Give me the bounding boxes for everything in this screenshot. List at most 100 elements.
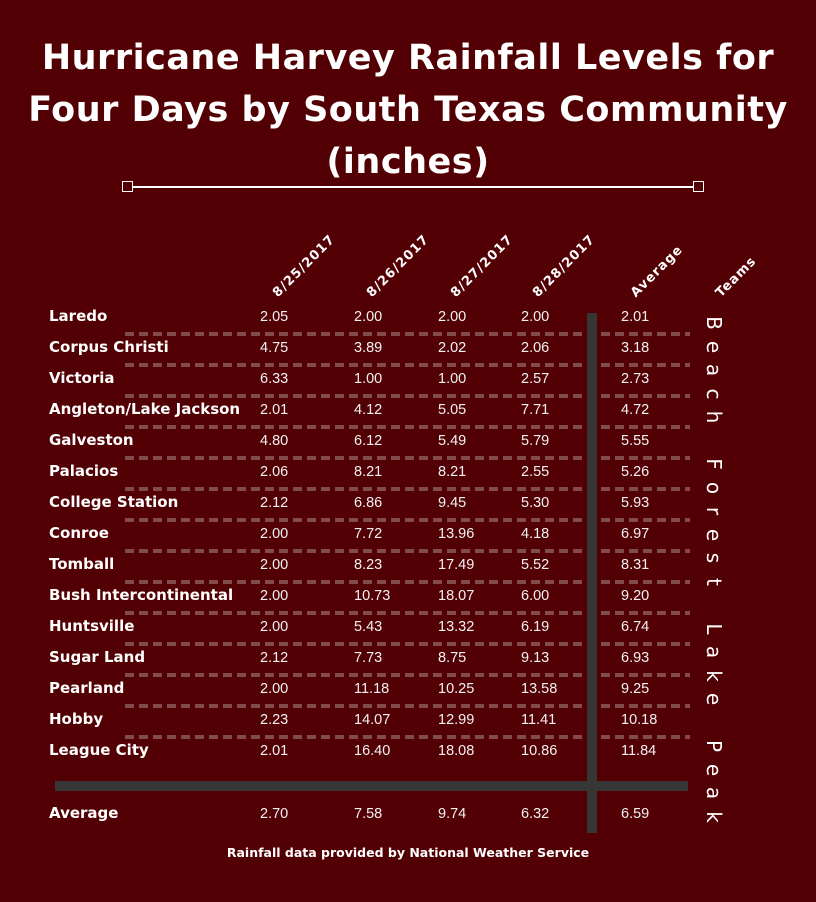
average-cell: 9.74 bbox=[438, 806, 467, 822]
table-cell: 2.00 bbox=[260, 619, 289, 635]
table-cell: 2.12 bbox=[260, 650, 289, 666]
team-letter: P bbox=[702, 739, 726, 753]
table-cell: 13.58 bbox=[521, 681, 558, 697]
average-row-separator bbox=[55, 781, 688, 791]
row-label: Hobby bbox=[49, 710, 104, 728]
table-cell: 4.12 bbox=[354, 402, 383, 418]
row-separator-dots bbox=[125, 642, 690, 646]
team-letter: t bbox=[702, 577, 726, 586]
row-average-cell: 9.20 bbox=[621, 588, 650, 604]
table-cell: 7.73 bbox=[354, 650, 383, 666]
row-separator-dots bbox=[125, 549, 690, 553]
row-label: League City bbox=[49, 741, 149, 759]
table-cell: 6.33 bbox=[260, 371, 289, 387]
average-cell: 2.70 bbox=[260, 806, 289, 822]
table-cell: 5.79 bbox=[521, 433, 550, 449]
table-cell: 2.06 bbox=[521, 340, 550, 356]
row-average-cell: 6.97 bbox=[621, 526, 650, 542]
team-letter: o bbox=[702, 481, 726, 494]
column-header: 8/26/2017 bbox=[364, 232, 433, 301]
table-cell: 16.40 bbox=[354, 743, 391, 759]
source-note: Rainfall data provided by National Weath… bbox=[226, 845, 590, 860]
table-cell: 18.07 bbox=[438, 588, 475, 604]
table-cell: 12.99 bbox=[438, 712, 475, 728]
row-separator-dots bbox=[125, 518, 690, 522]
column-header: Teams bbox=[713, 253, 760, 301]
team-letter: r bbox=[702, 506, 726, 516]
table-cell: 2.00 bbox=[260, 588, 289, 604]
row-label: Laredo bbox=[49, 307, 108, 325]
team-letter: F bbox=[702, 458, 726, 470]
row-separator-dots bbox=[125, 487, 690, 491]
row-separator-dots bbox=[125, 394, 690, 398]
row-label: Pearland bbox=[49, 679, 125, 697]
row-separator-dots bbox=[125, 673, 690, 677]
table-cell: 10.86 bbox=[521, 743, 558, 759]
table-cell: 6.86 bbox=[354, 495, 383, 511]
column-header: 8/28/2017 bbox=[530, 232, 599, 301]
table-cell: 4.80 bbox=[260, 433, 289, 449]
table-cell: 13.32 bbox=[438, 619, 475, 635]
row-separator-dots bbox=[125, 735, 690, 739]
team-letter: B bbox=[702, 316, 726, 330]
row-separator-dots bbox=[125, 704, 690, 708]
table-cell: 8.23 bbox=[354, 557, 383, 573]
column-header: Average bbox=[628, 242, 687, 301]
row-separator-dots bbox=[125, 580, 690, 584]
row-label: Bush Intercontinental bbox=[49, 586, 234, 604]
table-cell: 2.00 bbox=[260, 557, 289, 573]
row-average-cell: 2.73 bbox=[621, 371, 650, 387]
team-letter: k bbox=[702, 669, 726, 682]
row-separator-dots bbox=[125, 611, 690, 615]
row-average-cell: 3.18 bbox=[621, 340, 650, 356]
table-cell: 11.18 bbox=[354, 681, 390, 697]
table-cell: 2.00 bbox=[438, 309, 467, 325]
average-row-label: Average bbox=[49, 804, 119, 822]
team-letter: h bbox=[702, 410, 726, 424]
table-cell: 14.07 bbox=[354, 712, 391, 728]
table-cell: 7.72 bbox=[354, 526, 383, 542]
row-average-cell: 5.93 bbox=[621, 495, 650, 511]
row-average-cell: 5.26 bbox=[621, 464, 650, 480]
table-cell: 10.25 bbox=[438, 681, 475, 697]
divider-line bbox=[132, 186, 694, 188]
table-cell: 10.73 bbox=[354, 588, 391, 604]
team-letter: c bbox=[702, 388, 726, 399]
table-cell: 8.75 bbox=[438, 650, 467, 666]
row-label: Huntsville bbox=[49, 617, 135, 635]
row-label: Victoria bbox=[49, 369, 115, 387]
table-cell: 4.18 bbox=[521, 526, 550, 542]
row-label: Sugar Land bbox=[49, 648, 146, 666]
table-cell: 2.00 bbox=[260, 681, 289, 697]
title-divider bbox=[122, 181, 704, 193]
row-separator-dots bbox=[125, 332, 690, 336]
table-cell: 1.00 bbox=[354, 371, 383, 387]
table-cell: 2.02 bbox=[438, 340, 467, 356]
team-letter: a bbox=[702, 645, 726, 659]
table-cell: 2.57 bbox=[521, 371, 550, 387]
row-separator-dots bbox=[125, 456, 690, 460]
average-cell: 6.32 bbox=[521, 806, 550, 822]
table-cell: 9.13 bbox=[521, 650, 550, 666]
table-cell: 2.01 bbox=[260, 743, 289, 759]
table-cell: 6.00 bbox=[521, 588, 550, 604]
table-cell: 11.41 bbox=[521, 712, 557, 728]
table-cell: 2.01 bbox=[260, 402, 289, 418]
row-average-cell: 8.31 bbox=[621, 557, 650, 573]
table-cell: 2.06 bbox=[260, 464, 289, 480]
chart-title: Hurricane Harvey Rainfall Levels for Fou… bbox=[28, 38, 788, 182]
table-cell: 5.05 bbox=[438, 402, 467, 418]
team-letter: L bbox=[702, 622, 726, 635]
table-cell: 2.00 bbox=[260, 526, 289, 542]
row-average-cell: 4.72 bbox=[621, 402, 650, 418]
team-letter: a bbox=[702, 786, 726, 800]
row-average-cell: 5.55 bbox=[621, 433, 650, 449]
average-cell: 7.58 bbox=[354, 806, 383, 822]
row-average-cell: 10.18 bbox=[621, 712, 658, 728]
team-letter: e bbox=[702, 340, 726, 353]
row-label: Tomball bbox=[49, 555, 115, 573]
row-average-cell: 2.01 bbox=[621, 309, 650, 325]
table-cell: 2.55 bbox=[521, 464, 550, 480]
table-cell: 4.75 bbox=[260, 340, 289, 356]
table-cell: 17.49 bbox=[438, 557, 475, 573]
